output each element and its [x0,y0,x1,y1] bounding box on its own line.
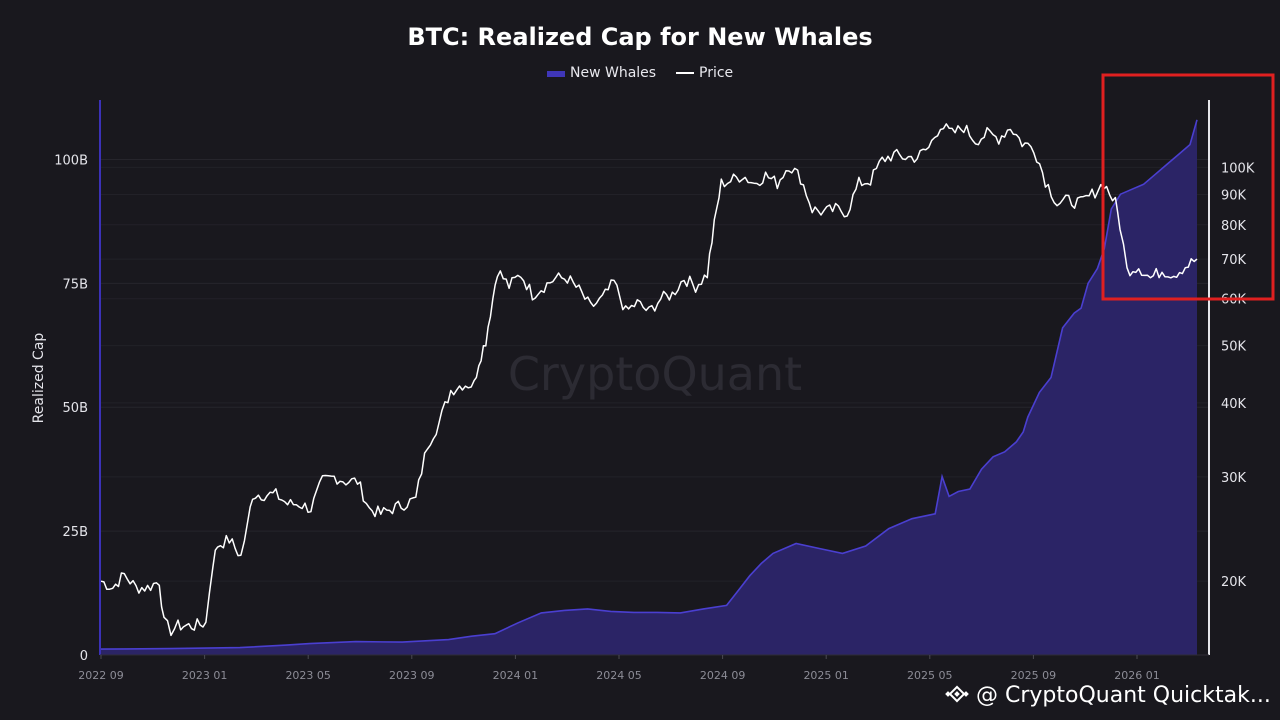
footer: @ CryptoQuant Quicktak... [945,683,1271,708]
x-tick-label: 2025 05 [907,669,953,682]
chart-title: BTC: Realized Cap for New Whales [407,23,872,51]
footer-text: @ CryptoQuant Quicktak... [976,683,1271,708]
watermark: CryptoQuant [508,347,802,401]
x-tick-label: 2023 01 [182,669,228,682]
y-left-tick-label: 50B [63,401,88,416]
y-left-tick-label: 0 [80,649,88,664]
y-left-tick-label: 75B [63,277,88,292]
y-right-tick-label: 90K [1221,189,1247,204]
legend-price-label[interactable]: Price [699,65,733,81]
x-tick-label: 2023 05 [285,669,331,682]
new-whales-line[interactable] [100,119,1198,650]
x-tick-label: 2024 05 [596,669,642,682]
y-right-tick-label: 80K [1221,219,1247,234]
legend: New Whales Price [547,65,733,81]
x-tick-label: 2024 01 [493,669,539,682]
x-tick-label: 2022 09 [78,669,124,682]
y-right-tick-label: 40K [1221,397,1247,412]
x-tick-label: 2025 09 [1011,669,1057,682]
y-right-tick-label: 20K [1221,575,1247,590]
legend-new-whales-label[interactable]: New Whales [570,65,656,81]
price-line[interactable] [100,123,1198,637]
y-right-tick-label: 30K [1221,471,1247,486]
y-axis-title: Realized Cap [31,333,47,424]
y-right-tick-label: 50K [1221,340,1247,355]
x-tick-label: 2024 09 [700,669,746,682]
gridlines [100,158,1209,582]
y-right-tick-label: 70K [1221,253,1247,268]
x-tick-label: 2025 01 [803,669,849,682]
y-right-tick-label: 100K [1221,161,1255,176]
x-tick-label: 2026 01 [1114,669,1160,682]
y-left-tick-label: 100B [54,153,88,168]
legend-new-whales-swatch[interactable] [547,71,565,77]
y-left-tick-label: 25B [63,525,88,540]
x-tick-label: 2023 09 [389,669,435,682]
highlight-box [1101,73,1275,301]
x-ticks: 2022 09 2023 01 2023 05 2023 09 2024 01 2024 … [78,655,1160,682]
new-whales-area[interactable] [101,119,1197,656]
y-left-ticks: 0 25B 50B 75B 100B [54,153,88,664]
binance-logo-icon [945,685,969,703]
